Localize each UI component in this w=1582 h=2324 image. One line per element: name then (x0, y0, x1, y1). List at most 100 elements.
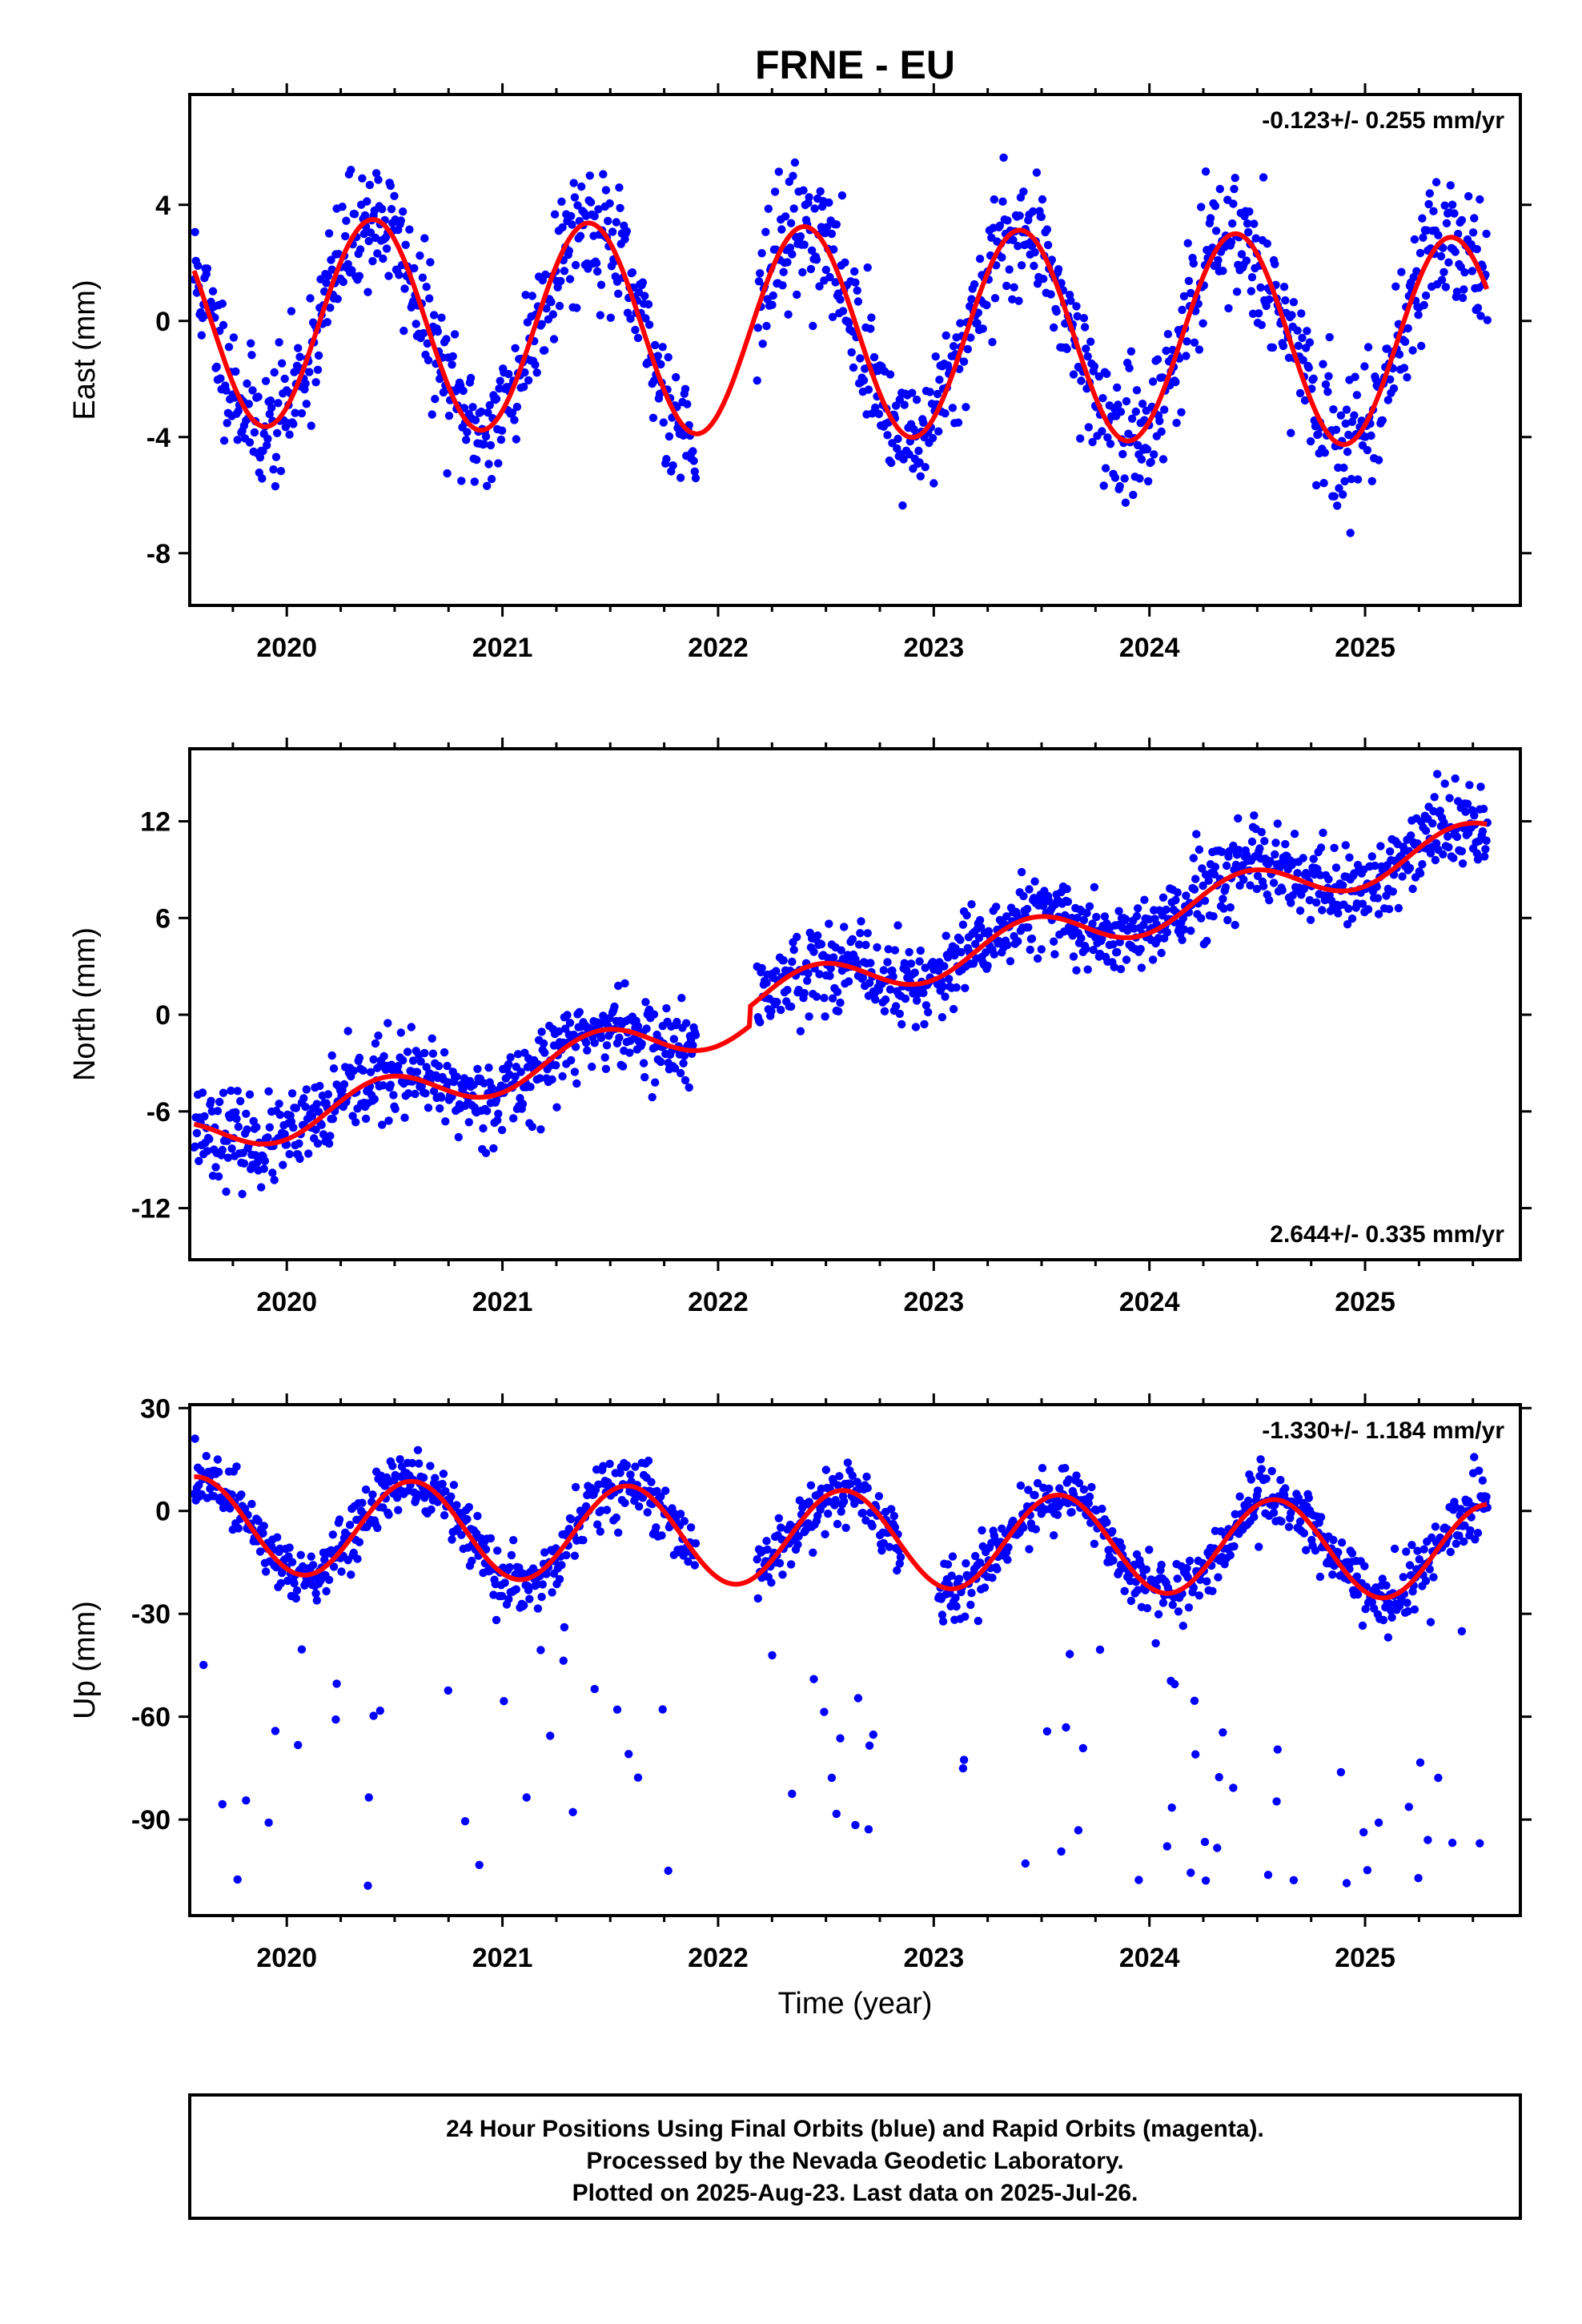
data-point (1454, 797, 1463, 806)
data-point (363, 197, 371, 206)
data-point (237, 1490, 246, 1499)
data-point (1085, 902, 1094, 911)
data-point (626, 1470, 635, 1479)
data-point (974, 934, 984, 943)
data-point (1279, 341, 1288, 351)
data-point (459, 386, 468, 396)
data-point (351, 1118, 360, 1127)
data-point (1178, 914, 1188, 923)
data-point (1273, 1745, 1283, 1754)
data-point (1281, 1484, 1290, 1493)
data-point (410, 263, 419, 273)
data-point (1468, 228, 1478, 237)
data-point (550, 210, 560, 219)
data-point (1340, 476, 1349, 486)
data-point (763, 1545, 772, 1554)
data-point (1030, 261, 1038, 271)
data-point (848, 1471, 857, 1481)
data-point (821, 1012, 829, 1021)
data-point (1359, 1827, 1368, 1837)
data-point (504, 1594, 513, 1604)
data-point (959, 1755, 969, 1764)
data-point (236, 1096, 245, 1106)
data-point (1379, 1615, 1388, 1625)
data-point (656, 360, 665, 369)
data-point (662, 1003, 671, 1013)
data-point (1314, 430, 1323, 439)
data-point (562, 1550, 571, 1560)
data-point (1172, 418, 1181, 428)
x-tick-label: 2020 (256, 1943, 317, 1973)
data-point (476, 407, 486, 416)
plot-area (190, 153, 1492, 537)
data-point (1415, 1555, 1424, 1564)
data-point (1467, 240, 1476, 249)
data-point (213, 1455, 223, 1464)
data-point (396, 1028, 405, 1037)
data-point (1008, 295, 1017, 304)
data-point (470, 477, 479, 486)
data-point (223, 419, 231, 428)
data-point (949, 1004, 958, 1014)
data-point (568, 1807, 577, 1816)
data-point (1102, 369, 1111, 378)
data-point (1208, 1586, 1217, 1596)
data-point (1046, 290, 1055, 299)
data-point (1443, 832, 1452, 841)
data-point (1419, 233, 1427, 242)
data-point (602, 1041, 612, 1050)
data-point (854, 940, 864, 949)
data-point (664, 352, 673, 362)
data-point (460, 1817, 470, 1826)
data-point (1114, 400, 1122, 409)
data-point (643, 1508, 652, 1517)
data-point (604, 216, 612, 226)
x-tick-label: 2024 (1119, 1943, 1180, 1973)
data-point (1121, 498, 1130, 507)
data-point (199, 1660, 208, 1670)
data-point (203, 1147, 212, 1156)
data-point (1201, 1876, 1211, 1885)
data-point (783, 986, 792, 995)
data-point (1042, 1727, 1052, 1736)
data-point (581, 1038, 591, 1047)
data-point (639, 1059, 648, 1068)
data-point (222, 386, 231, 395)
data-point (605, 1459, 614, 1469)
panel-frame (188, 93, 1522, 607)
data-point (895, 1559, 905, 1568)
data-point (1253, 1486, 1263, 1495)
data-point (1244, 227, 1253, 237)
data-point (1468, 267, 1477, 275)
data-point (1470, 1453, 1479, 1462)
data-point (614, 1528, 623, 1538)
data-point (1252, 884, 1262, 894)
data-point (1037, 945, 1046, 954)
data-point (1384, 905, 1394, 914)
data-point (871, 995, 880, 1004)
data-point (1360, 362, 1369, 371)
data-point (485, 400, 494, 410)
data-point (1399, 1573, 1408, 1582)
data-point (569, 179, 578, 187)
data-point (408, 1056, 418, 1065)
data-point (254, 1516, 263, 1526)
data-point (800, 240, 809, 249)
data-point (511, 1072, 520, 1081)
data-point (651, 340, 660, 350)
data-point (1417, 341, 1426, 351)
data-point (497, 426, 507, 435)
footer-line-3: Plotted on 2025-Aug-23. Last data on 202… (572, 2180, 1138, 2206)
data-point (793, 290, 801, 300)
data-point (1132, 386, 1142, 395)
data-point (622, 227, 631, 235)
data-point (1391, 282, 1400, 291)
data-point (1232, 287, 1242, 296)
data-point (1458, 293, 1468, 303)
data-point (594, 205, 603, 214)
data-point (1465, 781, 1474, 790)
data-point (847, 348, 856, 357)
data-point (422, 283, 431, 292)
data-point (291, 1594, 300, 1603)
data-point (975, 255, 985, 263)
